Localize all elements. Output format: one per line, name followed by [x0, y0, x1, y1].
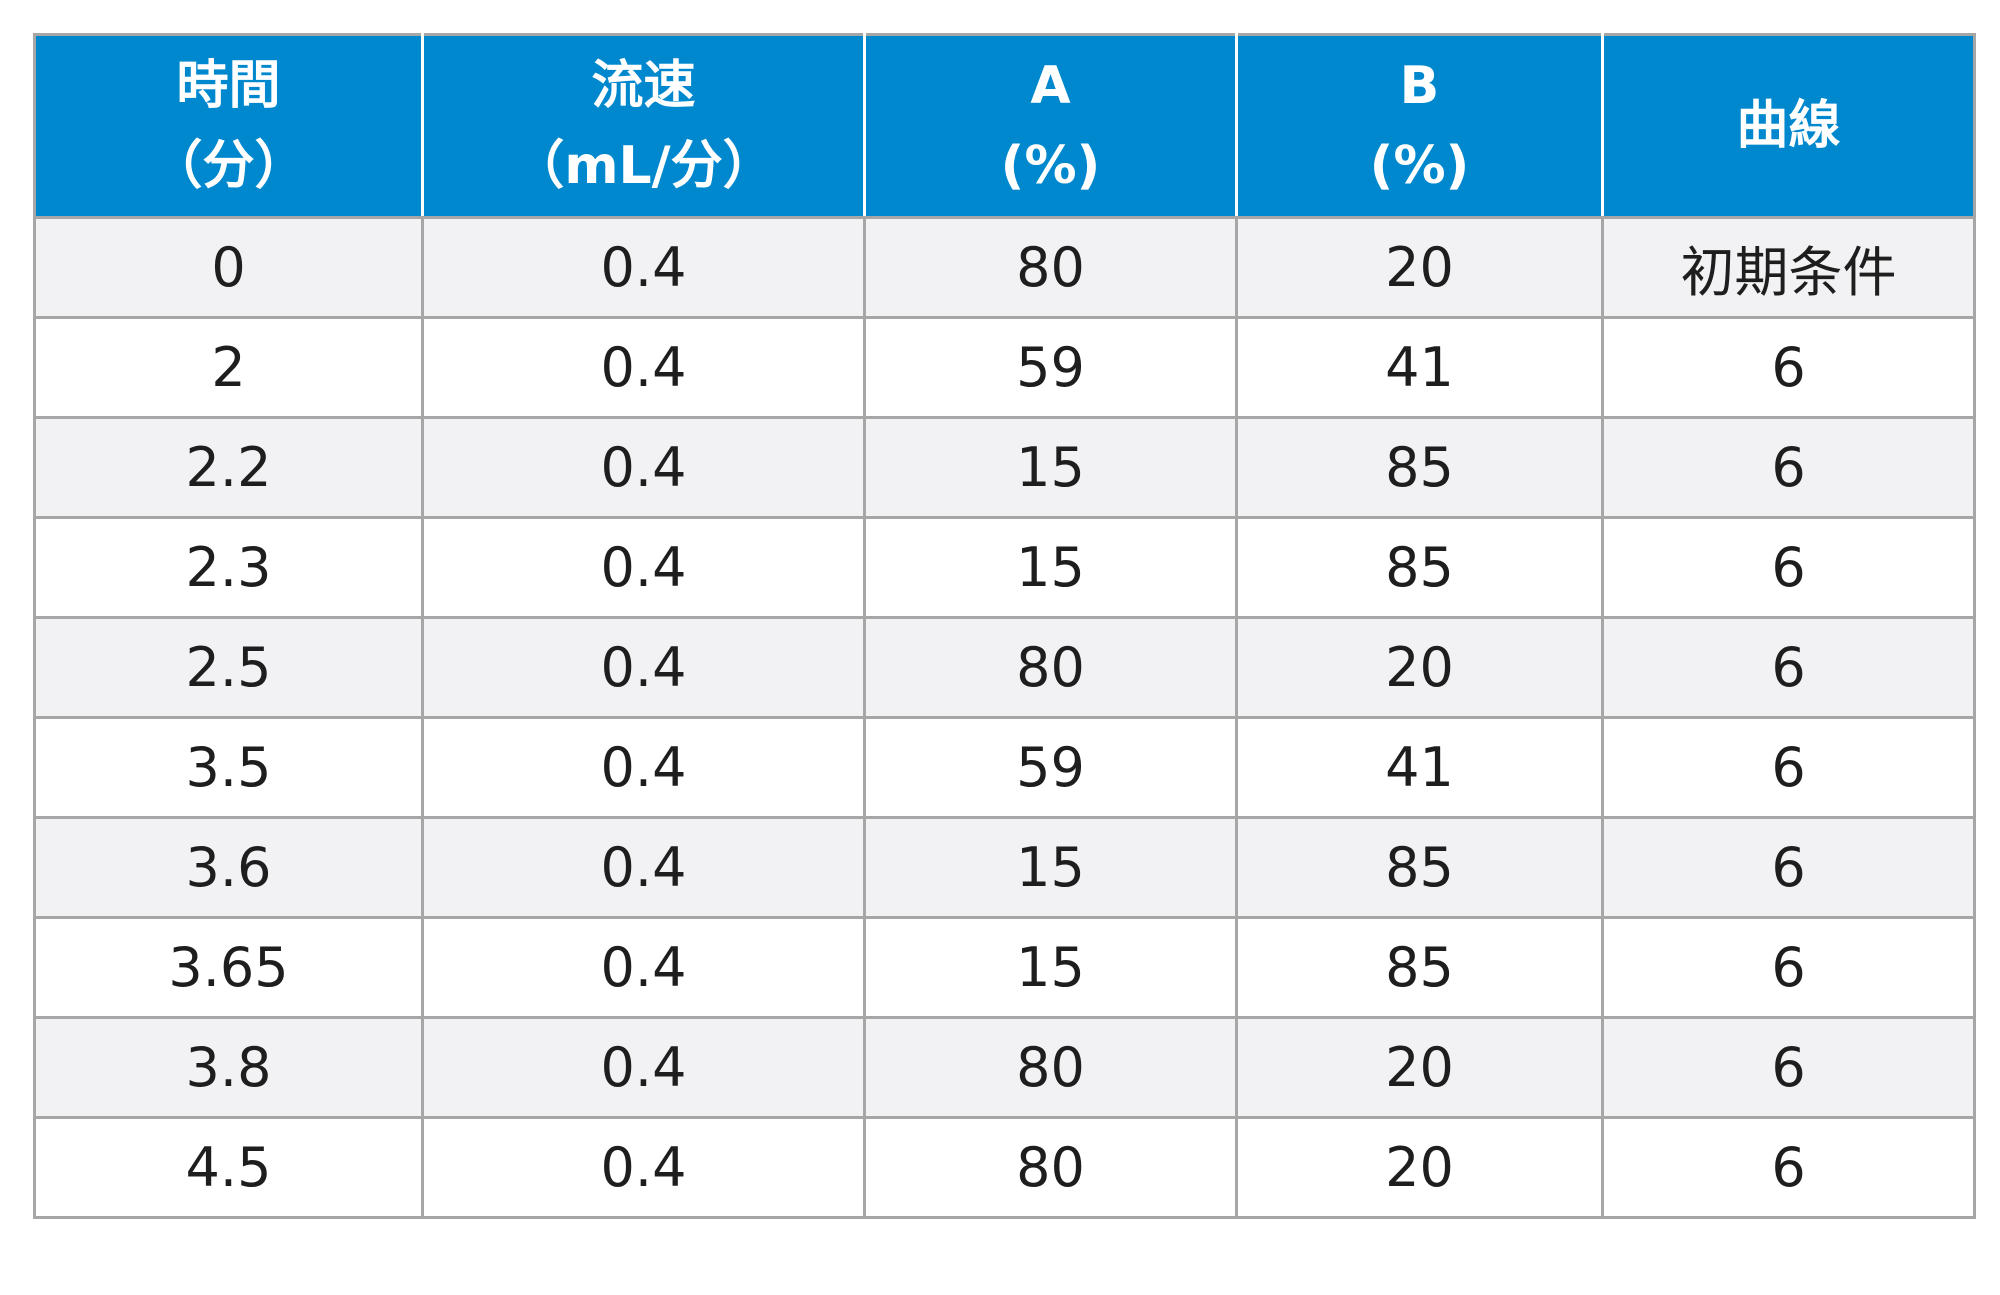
cell-curve: 初期条件: [1601, 216, 1976, 319]
header-time-unit: （分）: [150, 136, 307, 196]
cell-curve: 6: [1601, 316, 1976, 419]
cell-a: 15: [863, 816, 1238, 919]
table-row: 2.2 0.4 15 85 6: [33, 416, 1976, 519]
table-row: 3.6 0.4 15 85 6: [33, 816, 1976, 919]
cell-curve: 6: [1601, 1016, 1976, 1119]
table-row: 3.65 0.4 15 85 6: [33, 916, 1976, 1019]
header-b-unit: (%): [1369, 136, 1470, 196]
cell-a: 15: [863, 416, 1238, 519]
cell-flow-rate: 0.4: [421, 616, 866, 719]
cell-time: 4.5: [33, 1116, 424, 1219]
cell-a: 80: [863, 216, 1238, 319]
cell-flow-rate: 0.4: [421, 816, 866, 919]
cell-curve: 6: [1601, 616, 1976, 719]
cell-time: 2: [33, 316, 424, 419]
header-time-label: 時間: [176, 56, 281, 116]
cell-b: 85: [1235, 416, 1604, 519]
table-row: 2.3 0.4 15 85 6: [33, 516, 1976, 619]
cell-curve: 6: [1601, 516, 1976, 619]
cell-a: 15: [863, 516, 1238, 619]
cell-a: 15: [863, 916, 1238, 1019]
cell-flow-rate: 0.4: [421, 416, 866, 519]
cell-b: 41: [1235, 716, 1604, 819]
cell-b: 85: [1235, 516, 1604, 619]
cell-a: 59: [863, 316, 1238, 419]
header-b-label: B: [1399, 56, 1440, 116]
cell-time: 3.8: [33, 1016, 424, 1119]
cell-curve: 6: [1601, 916, 1976, 1019]
cell-b: 20: [1235, 1116, 1604, 1219]
cell-time: 2.2: [33, 416, 424, 519]
header-a: A (%): [863, 33, 1238, 219]
cell-b: 85: [1235, 816, 1604, 919]
cell-flow-rate: 0.4: [421, 516, 866, 619]
header-a-label: A: [1030, 56, 1071, 116]
table-body: 0 0.4 80 20 初期条件 2 0.4 59 41 6 2.2 0.4 1…: [33, 216, 1976, 1219]
cell-time: 2.5: [33, 616, 424, 719]
header-curve: 曲線: [1601, 33, 1976, 219]
cell-time: 0: [33, 216, 424, 319]
cell-a: 80: [863, 1116, 1238, 1219]
cell-flow-rate: 0.4: [421, 216, 866, 319]
cell-a: 59: [863, 716, 1238, 819]
cell-flow-rate: 0.4: [421, 1016, 866, 1119]
cell-flow-rate: 0.4: [421, 316, 866, 419]
cell-time: 3.5: [33, 716, 424, 819]
header-flow-rate: 流速 （mL/分）: [421, 33, 866, 219]
table-row: 3.5 0.4 59 41 6: [33, 716, 1976, 819]
header-curve-label: 曲線: [1736, 96, 1841, 156]
cell-time: 3.65: [33, 916, 424, 1019]
table-row: 0 0.4 80 20 初期条件: [33, 216, 1976, 319]
cell-curve: 6: [1601, 1116, 1976, 1219]
table-row: 3.8 0.4 80 20 6: [33, 1016, 1976, 1119]
header-time: 時間 （分）: [33, 33, 424, 219]
cell-b: 41: [1235, 316, 1604, 419]
table-header: 時間 （分） 流速 （mL/分） A (%) B (%) 曲線: [33, 33, 1976, 219]
cell-curve: 6: [1601, 416, 1976, 519]
table-row: 4.5 0.4 80 20 6: [33, 1116, 1976, 1219]
cell-flow-rate: 0.4: [421, 716, 866, 819]
header-flow-rate-label: 流速: [591, 56, 696, 116]
cell-curve: 6: [1601, 716, 1976, 819]
table-row: 2.5 0.4 80 20 6: [33, 616, 1976, 719]
header-row: 時間 （分） 流速 （mL/分） A (%) B (%) 曲線: [33, 33, 1976, 219]
cell-time: 2.3: [33, 516, 424, 619]
header-a-unit: (%): [1000, 136, 1101, 196]
cell-a: 80: [863, 616, 1238, 719]
table-row: 2 0.4 59 41 6: [33, 316, 1976, 419]
cell-b: 20: [1235, 216, 1604, 319]
header-b: B (%): [1235, 33, 1604, 219]
header-flow-rate-unit: （mL/分）: [512, 136, 775, 196]
cell-curve: 6: [1601, 816, 1976, 919]
cell-b: 20: [1235, 1016, 1604, 1119]
gradient-table: 時間 （分） 流速 （mL/分） A (%) B (%) 曲線 0 0.4 8: [33, 33, 1976, 1219]
cell-flow-rate: 0.4: [421, 1116, 866, 1219]
cell-time: 3.6: [33, 816, 424, 919]
cell-b: 20: [1235, 616, 1604, 719]
cell-a: 80: [863, 1016, 1238, 1119]
cell-b: 85: [1235, 916, 1604, 1019]
cell-flow-rate: 0.4: [421, 916, 866, 1019]
